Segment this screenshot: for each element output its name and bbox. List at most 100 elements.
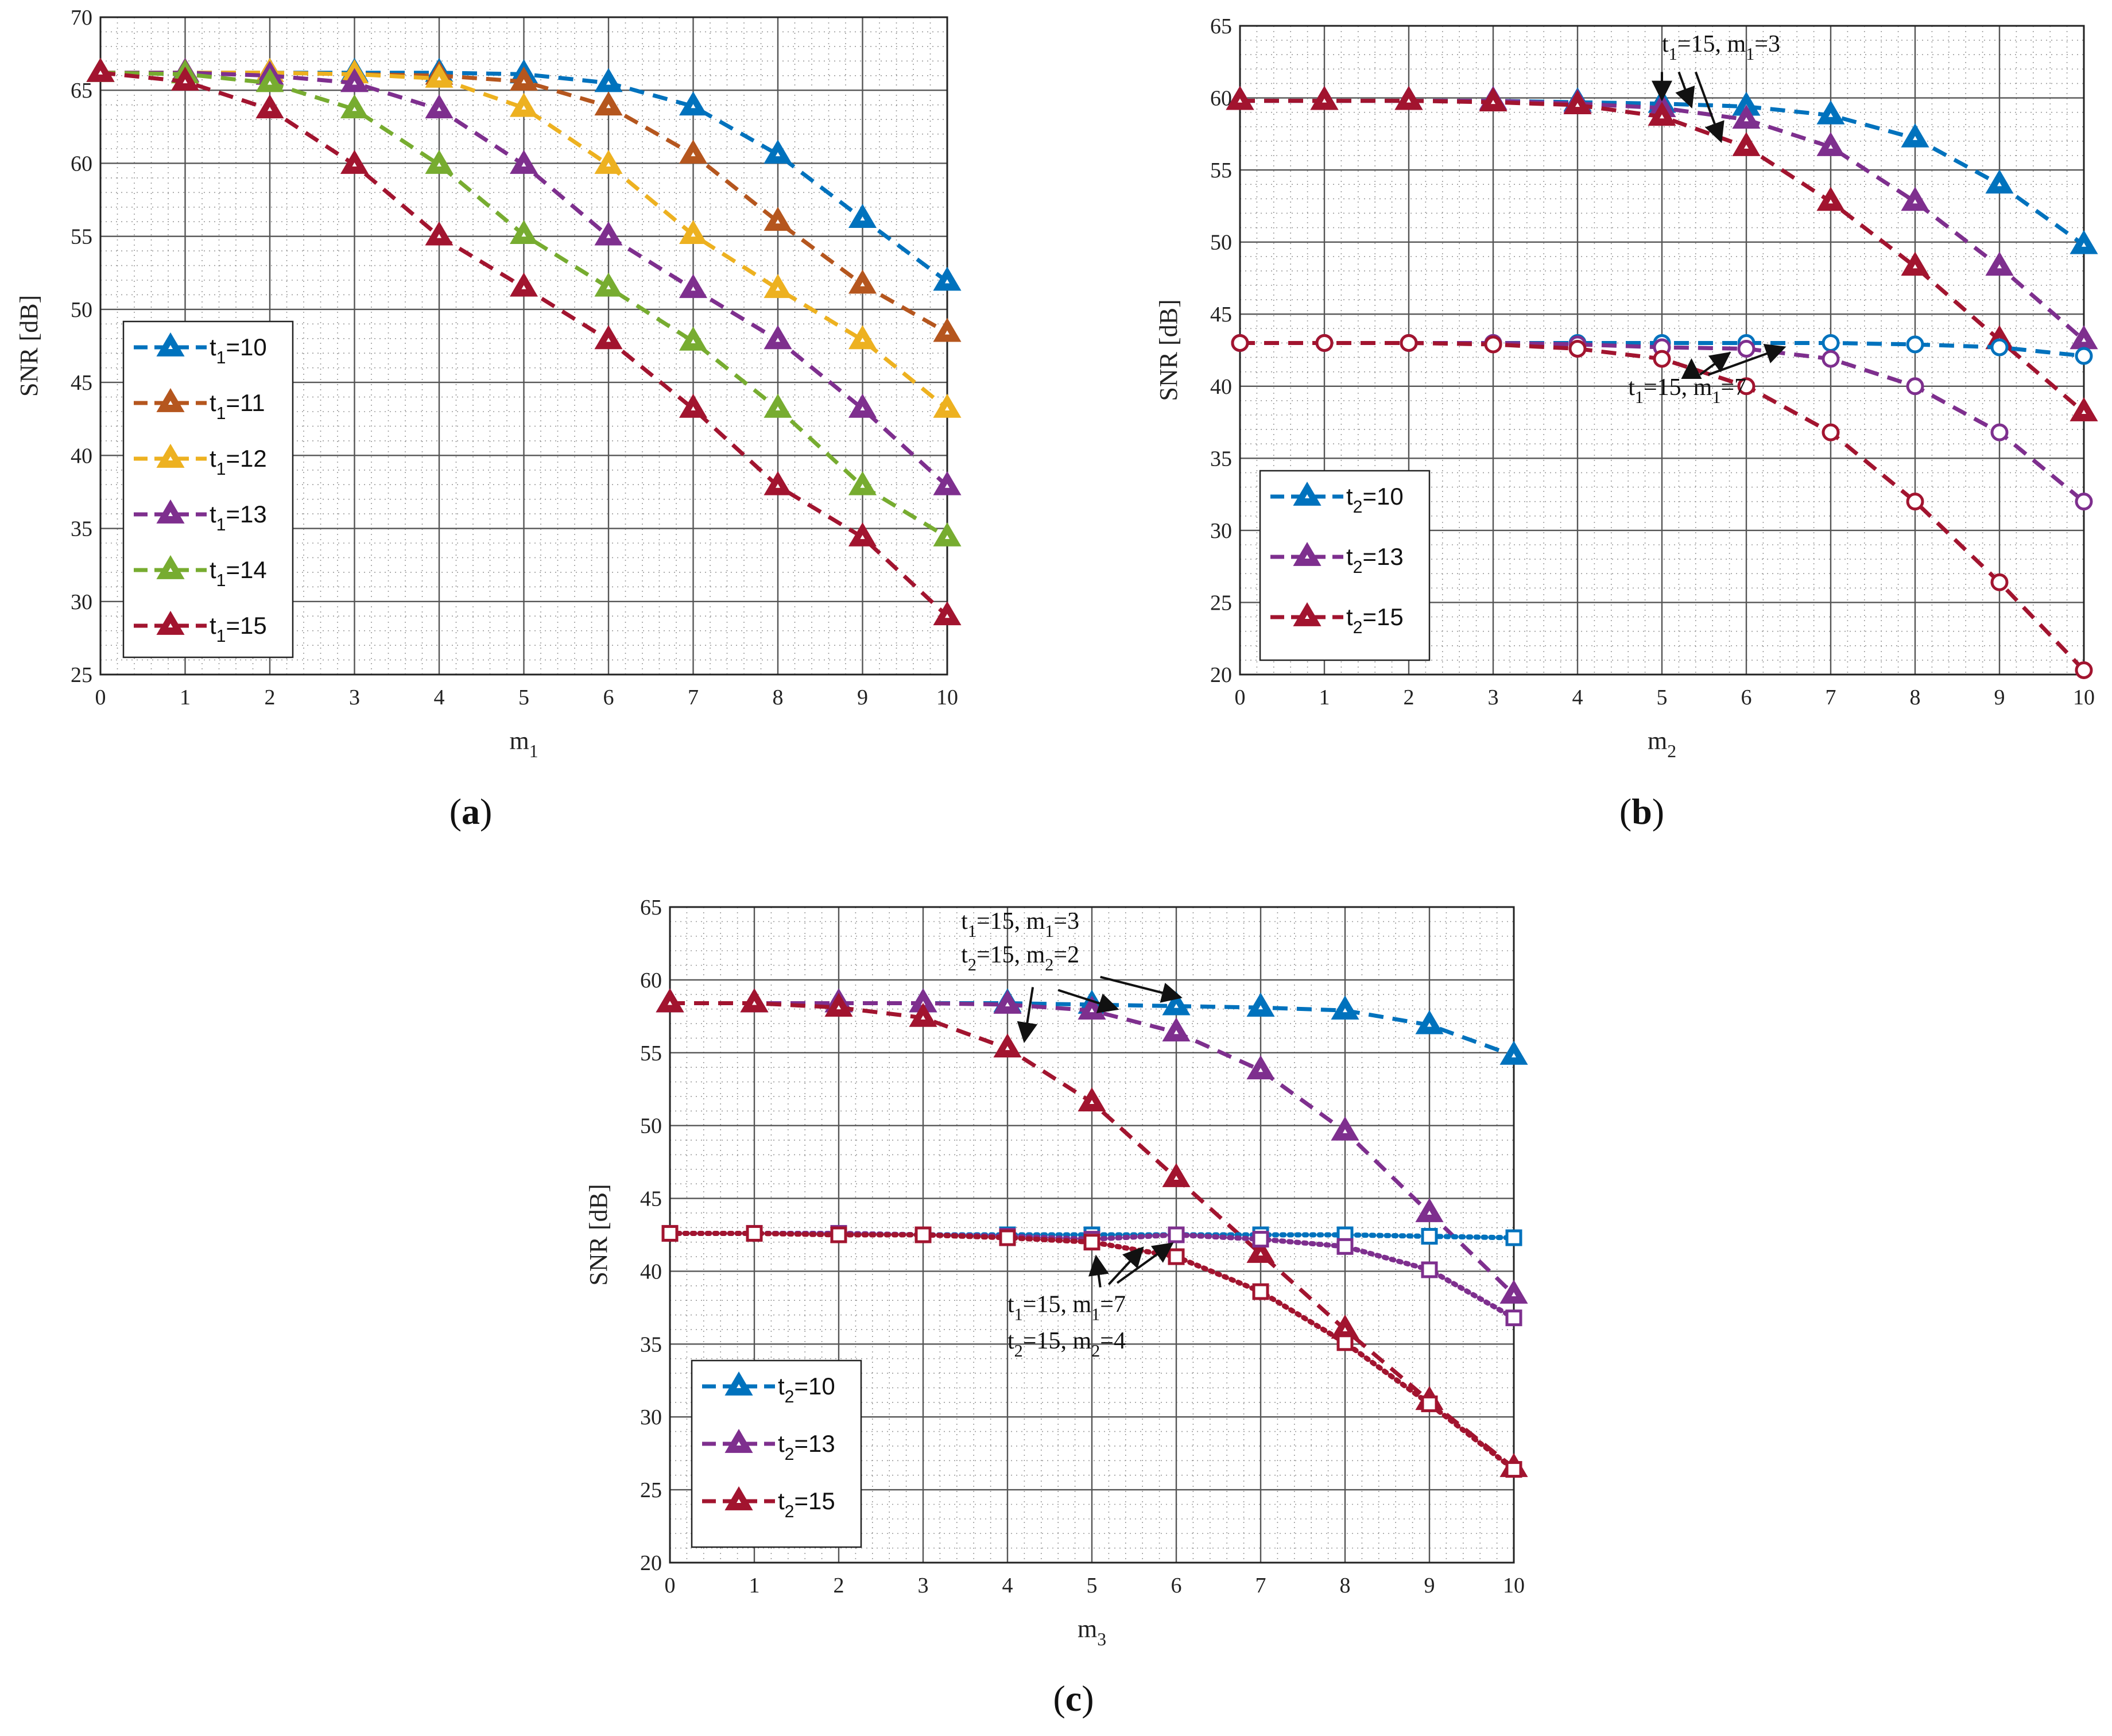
legend-label: t1=10 — [210, 334, 267, 367]
data-point-dot — [1343, 1327, 1347, 1331]
data-point — [933, 317, 962, 342]
data-point-dot — [1427, 1022, 1432, 1027]
data-point — [679, 140, 708, 164]
data-point-dot — [1258, 1251, 1263, 1256]
data-point-dot — [691, 286, 696, 291]
data-point — [1479, 87, 1508, 111]
y-tick-label: 35 — [1210, 447, 1232, 471]
legend-marker-dot — [1305, 615, 1309, 619]
data-point — [1990, 423, 2009, 441]
data-point — [1336, 1334, 1354, 1351]
data-point-dot — [268, 80, 272, 85]
x-tick-label: 7 — [1255, 1574, 1266, 1598]
data-point — [740, 988, 769, 1013]
data-point — [509, 220, 538, 245]
y-tick-label: 40 — [1210, 375, 1232, 399]
data-point — [848, 471, 877, 495]
y-tick-label: 25 — [71, 663, 92, 687]
data-point — [993, 990, 1022, 1014]
x-tick-label: 4 — [1572, 685, 1583, 710]
data-point — [1816, 187, 1845, 211]
data-point-dot — [1828, 199, 1833, 204]
data-point — [1331, 1116, 1359, 1141]
annotation-arrow — [1057, 989, 1119, 1013]
data-point — [509, 272, 538, 297]
annotation-label: t1=15, m1=3 — [961, 908, 1079, 941]
data-point-dot — [945, 534, 950, 539]
data-point-dot — [2082, 242, 2086, 247]
y-tick-label: 60 — [640, 968, 662, 993]
x-axis-label: m1 — [509, 727, 538, 761]
x-tick-label: 7 — [688, 685, 699, 710]
x-tick-label: 4 — [434, 685, 445, 710]
data-point — [1816, 131, 1845, 156]
data-point — [1906, 377, 1924, 396]
data-point — [679, 220, 708, 245]
data-point — [661, 1224, 679, 1242]
y-axis-label: SNR [dB] — [15, 295, 43, 397]
legend-marker — [1293, 602, 1322, 626]
y-tick-label: 30 — [71, 590, 92, 614]
data-point-dot — [2082, 409, 2086, 414]
data-point-dot — [606, 80, 611, 85]
x-axis-label: m2 — [1648, 727, 1676, 761]
data-point — [2070, 230, 2098, 254]
legend-marker-dot — [168, 623, 173, 627]
data-point-dot — [1491, 100, 1495, 104]
data-point-dot — [1090, 1100, 1094, 1105]
panel-caption: (a) — [449, 791, 493, 832]
annotation-label: t1=15, m1=3 — [1662, 31, 1780, 64]
data-point — [594, 91, 623, 116]
data-point — [1653, 350, 1671, 368]
legend-marker-dot — [1305, 494, 1309, 498]
data-point — [933, 393, 962, 418]
data-point — [1078, 1087, 1106, 1111]
data-point-dot — [1406, 98, 1411, 103]
y-tick-label: 65 — [640, 896, 662, 920]
data-point — [764, 393, 792, 418]
data-point-dot — [1744, 144, 1749, 149]
legend-marker — [156, 388, 185, 412]
data-point-dot — [1997, 264, 2002, 269]
data-point — [1415, 1010, 1444, 1034]
legend-marker-dot — [168, 345, 173, 349]
data-point — [933, 471, 962, 495]
data-point-dot — [352, 80, 357, 85]
x-tick-label: 5 — [1087, 1574, 1098, 1598]
minor-grid — [1240, 26, 2084, 675]
data-point — [1648, 102, 1676, 126]
data-point-dot — [1913, 199, 1917, 204]
annotation-arrow — [1107, 1246, 1144, 1285]
legend-marker-dot — [737, 1442, 741, 1446]
annotation-arrow — [1699, 351, 1731, 376]
annotation-1: t1=15, m1=3 — [961, 908, 1079, 941]
annotation-2: t1=15, m1=7 — [1628, 344, 1787, 407]
y-tick-label: 40 — [640, 1260, 662, 1284]
annotation-label: t1=15, m1=7 — [1628, 374, 1746, 407]
data-point-dot — [437, 107, 441, 111]
annotation-arrow — [1100, 975, 1183, 1003]
data-point-dot — [606, 285, 611, 289]
data-point — [679, 91, 708, 116]
x-axis-label: m3 — [1078, 1615, 1106, 1649]
x-tick-label: 3 — [349, 685, 360, 710]
y-tick-label: 65 — [71, 79, 92, 103]
data-point-dot — [352, 107, 357, 111]
y-tick-label: 60 — [71, 152, 92, 176]
series-t2-15-m1-7- — [1231, 334, 2093, 679]
data-point-dot — [921, 1015, 925, 1020]
data-point — [1246, 1239, 1275, 1263]
y-tick-label: 25 — [1210, 591, 1232, 615]
annotation-arrow — [1708, 344, 1787, 376]
x-tick-label: 1 — [180, 685, 191, 710]
data-point-dot — [776, 219, 780, 224]
data-point — [1083, 1234, 1100, 1251]
data-point — [1737, 339, 1756, 358]
y-tick-label: 65 — [1210, 14, 1232, 38]
legend-label: t2=15 — [778, 1487, 835, 1521]
data-point — [1505, 1309, 1522, 1327]
y-tick-label: 50 — [640, 1114, 662, 1138]
data-point — [86, 57, 115, 82]
legend-marker — [156, 611, 185, 635]
legend-box — [1259, 470, 1431, 661]
